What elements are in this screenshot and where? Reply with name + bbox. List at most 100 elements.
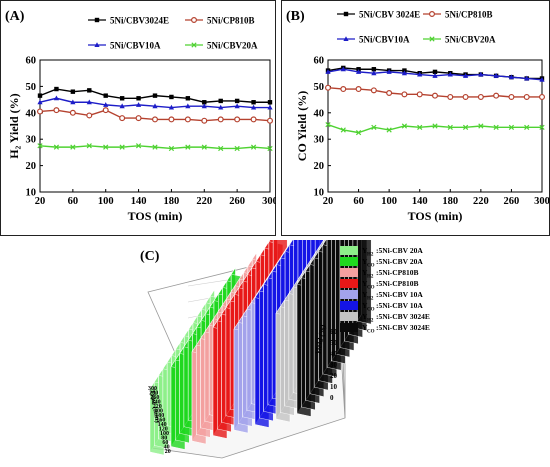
- legend-item: 5Ni/CP810B: [423, 10, 493, 20]
- x-tick-label: 260: [229, 196, 245, 207]
- x-tick-label: 60: [353, 196, 364, 207]
- series-5ni-cbv10a: [37, 95, 273, 110]
- data-point: [250, 144, 257, 150]
- legend-marker: [191, 17, 198, 24]
- data-point: [432, 92, 439, 99]
- time-tick-label: 60: [162, 440, 168, 446]
- data-point: [493, 124, 499, 130]
- legend-subscript: CO: [367, 286, 375, 291]
- series-5ni-cbv10a: [325, 66, 545, 82]
- y-axis-label: CO Yield (%): [295, 91, 309, 161]
- legend-subscript: H2: [367, 297, 374, 302]
- data-point: [386, 69, 392, 74]
- data-point: [201, 117, 208, 124]
- legend-label: 5Ni/CBV10A: [110, 41, 161, 51]
- legend-swatch: [340, 268, 358, 277]
- legend-swatch: [340, 323, 358, 332]
- data-point: [524, 75, 530, 81]
- legend-item: Y CO:5Ni-CBV 20A: [340, 257, 423, 269]
- data-point: [478, 123, 484, 129]
- legend-item: 5Ni/CBV20A: [423, 35, 496, 45]
- data-point: [135, 115, 142, 122]
- legend-label: 5Ni/CBV10A: [359, 35, 410, 45]
- data-point: [135, 143, 142, 149]
- data-point: [539, 93, 546, 100]
- data-point: [417, 71, 423, 77]
- plot-area: [327, 59, 543, 193]
- data-point: [539, 124, 545, 130]
- legend-item: Y CO:5Ni-CP810B: [340, 279, 419, 291]
- panel-b-co-yield-chart: (B) 20 60 100 140 180 220 260 300 10 20 30 40 50 60 TOS…: [281, 0, 550, 236]
- legend-label: 5Ni/CBV20A: [445, 35, 496, 45]
- data-point: [401, 123, 408, 129]
- y-tick-label: 60: [314, 56, 325, 67]
- series-5ni-cbv20a: [37, 143, 273, 152]
- legend-label: 5Ni/CP810B: [445, 10, 493, 20]
- x-tick-label: 300: [534, 196, 550, 207]
- panel-label: (B): [286, 9, 305, 24]
- legend-marker: [191, 42, 197, 48]
- legend-item: 5Ni/CBV3024E: [88, 16, 169, 26]
- data-point: [250, 116, 257, 123]
- data-point: [432, 73, 438, 78]
- x-tick-label: 100: [381, 196, 397, 207]
- legend-item: 5Ni/CBV10A: [88, 41, 161, 51]
- data-point: [119, 103, 125, 109]
- legend-subscript: H2: [367, 319, 374, 324]
- legend-y-prefix: Y: [362, 268, 368, 277]
- x-tick-label: 60: [68, 196, 79, 207]
- x-axis-label: TOS (min): [408, 209, 463, 223]
- x-tick-label: 100: [98, 196, 114, 207]
- data-point: [493, 92, 500, 99]
- legend-subscript: H2: [367, 275, 374, 280]
- data-point: [86, 99, 92, 105]
- y-tick-label: 50: [26, 82, 37, 93]
- yield-tick-label: 20: [330, 372, 338, 380]
- data-point: [103, 144, 109, 150]
- data-point: [478, 71, 484, 77]
- data-point: [508, 124, 515, 130]
- data-point: [37, 93, 43, 98]
- data-point: [69, 109, 76, 116]
- data-point: [37, 99, 43, 105]
- data-point: [267, 100, 273, 105]
- data-point: [136, 96, 141, 101]
- data-point: [70, 89, 76, 94]
- data-point: [493, 73, 499, 78]
- legend-item: Y H2:5Ni-CP810B: [340, 268, 419, 280]
- data-point: [447, 124, 453, 130]
- data-point: [371, 124, 377, 130]
- legend-marker: [343, 36, 349, 41]
- co-yield-chart-svg: (B)20 60 100 140 180 220 260 300102030405060TOS…: [281, 0, 550, 236]
- time-tick-label: 140: [158, 422, 167, 428]
- legend-y-prefix: Y: [362, 257, 368, 266]
- legend-y-prefix: Y: [362, 301, 368, 310]
- time-tick-label: 180: [155, 413, 164, 419]
- bar-face: [356, 240, 372, 325]
- panel-frame: [281, 0, 550, 236]
- data-point: [86, 143, 92, 149]
- data-point: [386, 127, 392, 133]
- legend-label: :5Ni-CBV 10A: [376, 290, 423, 299]
- legend-label: 5Ni/CBV3024E: [110, 16, 169, 26]
- data-point: [168, 145, 175, 152]
- data-point: [217, 116, 224, 123]
- y-tick-label: 40: [314, 108, 325, 119]
- panel-a-h2-yield-chart: (A) 20 60 100 140 180 220 260 300 10 20 30 40 50 60 TOS…: [0, 0, 276, 236]
- time-tick-label: 200: [154, 409, 163, 415]
- legend-item: Y CO:5Ni-CBV 10A: [340, 301, 423, 313]
- data-point: [234, 116, 241, 123]
- data-point: [168, 104, 175, 110]
- data-point: [202, 100, 207, 105]
- data-point: [54, 86, 59, 92]
- data-point: [87, 88, 92, 93]
- x-tick-label: 220: [196, 196, 212, 207]
- data-point: [36, 108, 43, 115]
- data-point: [416, 91, 423, 98]
- series-5ni-cp810b: [36, 107, 274, 124]
- data-point: [70, 144, 76, 150]
- x-tick-label: 220: [473, 196, 489, 207]
- data-point: [462, 93, 469, 100]
- data-point: [524, 124, 530, 130]
- data-point: [234, 98, 240, 104]
